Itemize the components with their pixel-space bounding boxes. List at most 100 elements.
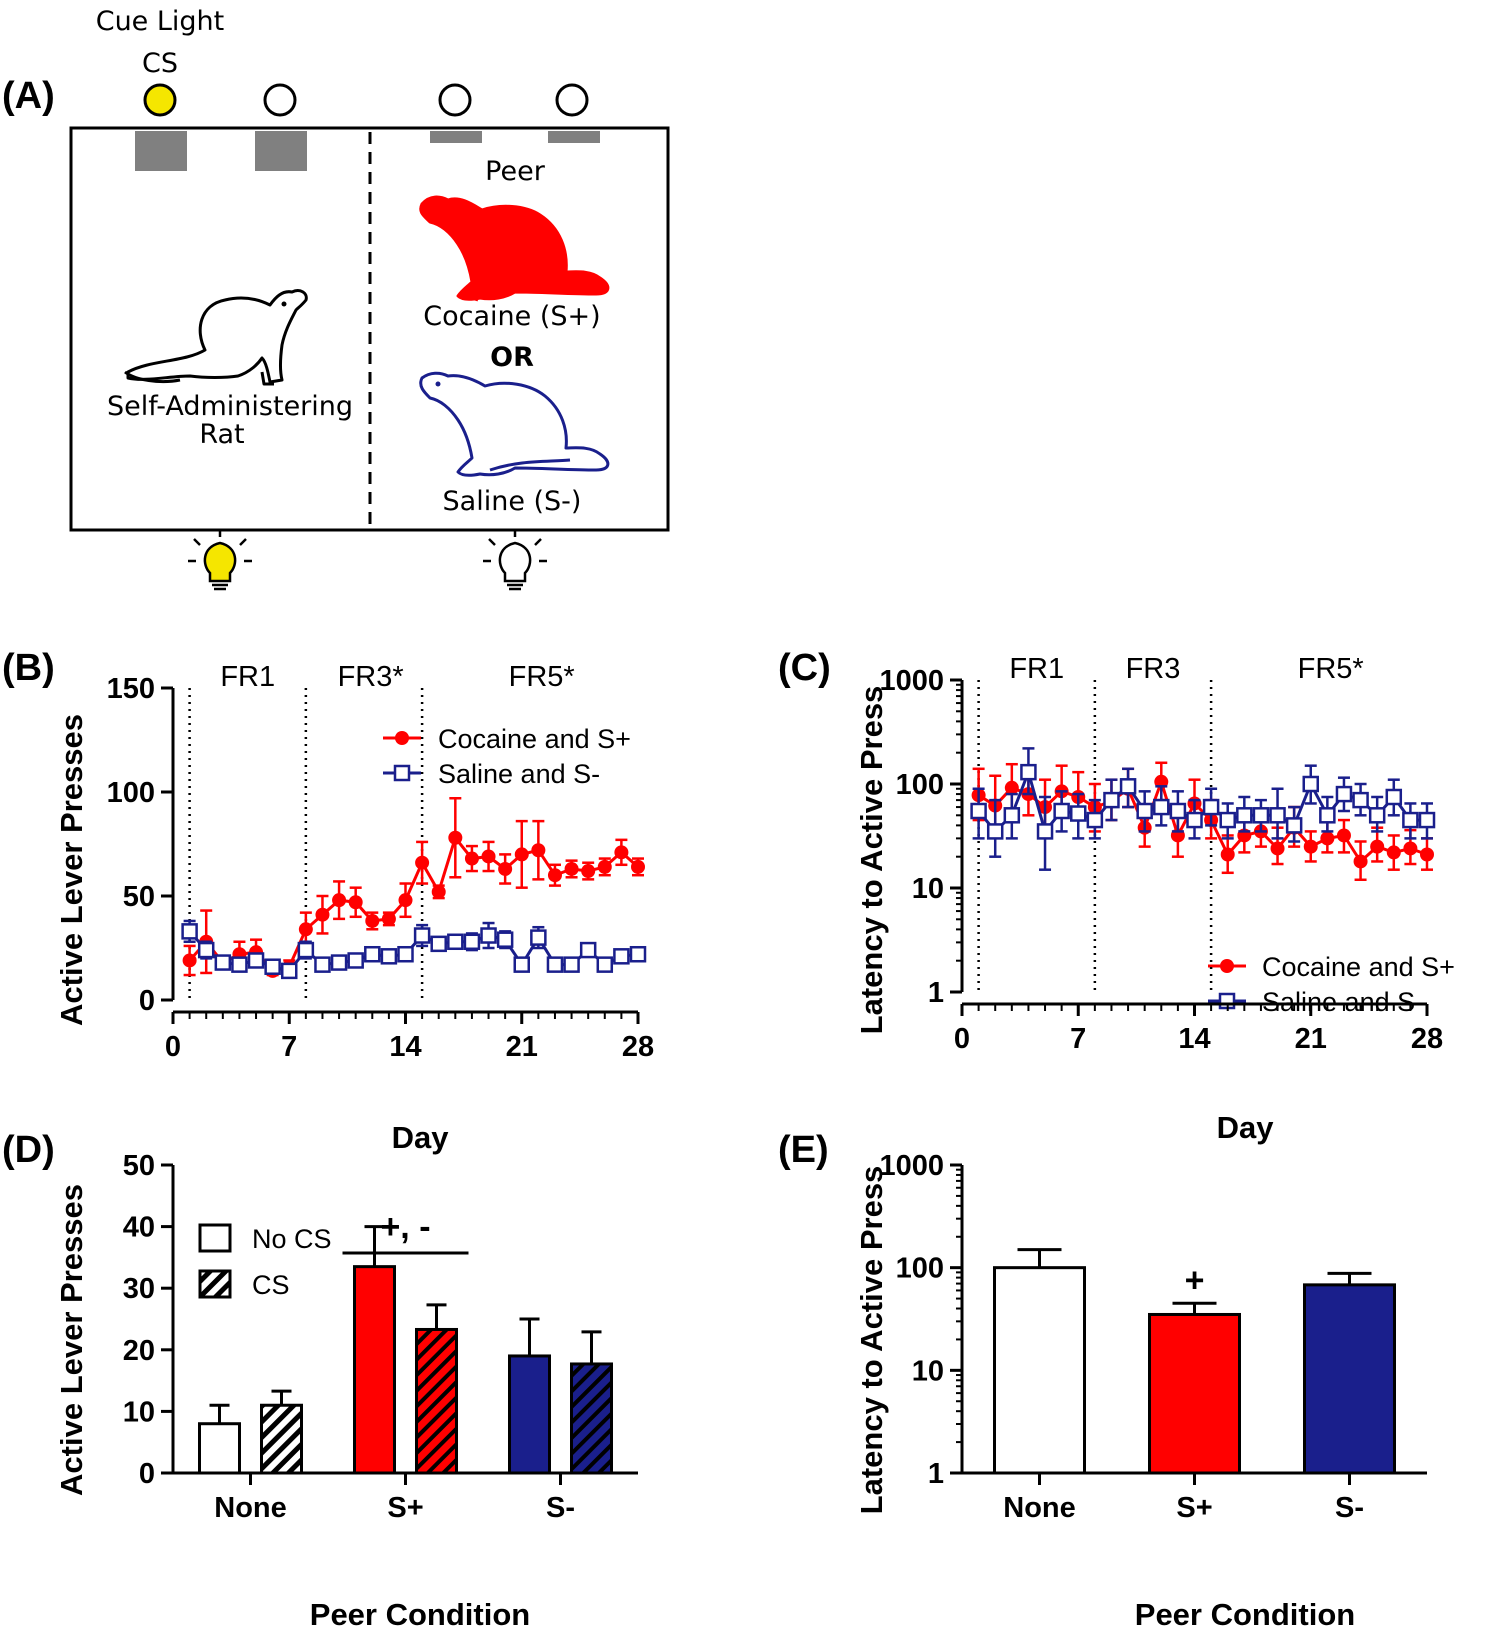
x-tick-label: 7 (281, 1031, 297, 1063)
data-point-cocaine (381, 911, 396, 926)
cue-light-on (143, 83, 177, 117)
y-tick-label: 100 (896, 769, 944, 801)
data-point-cocaine (415, 855, 430, 870)
panel-c-label: (C) (778, 647, 831, 689)
data-point-cocaine (1386, 845, 1401, 860)
data-point-cocaine (365, 913, 380, 928)
data-point-cocaine (348, 895, 363, 910)
data-point-saline (397, 945, 414, 963)
bar-no-cs-2 (508, 1354, 551, 1475)
data-point-cocaine (547, 868, 562, 883)
data-point-cocaine (1370, 839, 1385, 854)
x-tick-label: S- (1335, 1492, 1364, 1524)
data-point-saline (347, 952, 364, 969)
data-point-saline (1202, 798, 1220, 816)
data-point-saline (970, 802, 987, 820)
data-point-saline (1103, 791, 1120, 809)
y-tick-label: 150 (107, 673, 155, 705)
data-point-saline (986, 823, 1004, 840)
self-admin-label-1: Self-Administering (107, 391, 353, 422)
data-point-saline (1418, 811, 1436, 829)
data-point-saline (1252, 807, 1270, 824)
legend-marker-cocaine (1220, 959, 1234, 973)
y-tick-label: 10 (123, 1396, 155, 1428)
data-point-saline (197, 941, 215, 959)
cue-light-off (263, 83, 297, 117)
data-point-saline (231, 956, 248, 973)
data-point-saline (430, 935, 447, 953)
cocaine-peer-rat-icon (419, 195, 610, 302)
panel-d-chart: (D) Active Lever Presses Peer Condition … (2, 1129, 638, 1632)
data-point-saline (314, 956, 331, 973)
y-tick-label: 20 (123, 1335, 155, 1367)
data-point-cocaine (431, 884, 446, 899)
data-point-cocaine (514, 847, 529, 862)
panel-b-xlabel: Day (392, 1120, 450, 1155)
panel-d-label: (D) (2, 1129, 55, 1171)
data-point-saline (1402, 811, 1419, 829)
panel-a: (A) Cue Light CS Peer Self-Administering… (2, 6, 670, 591)
data-point-cocaine (631, 859, 645, 874)
data-point-saline (413, 927, 431, 944)
phase-label: FR1 (1009, 653, 1064, 685)
legend-label-saline: Saline and S- (438, 759, 600, 789)
data-point-saline (1020, 763, 1037, 781)
data-point-cocaine (332, 893, 347, 908)
data-point-saline (297, 941, 315, 959)
legend-label-saline: Saline and S- (1262, 987, 1424, 1017)
panel-b-ylabel: Active Lever Presses (54, 714, 89, 1026)
x-tick-label: S- (546, 1492, 575, 1524)
x-tick-label: None (214, 1492, 287, 1524)
x-tick-label: S+ (387, 1492, 423, 1524)
operant-chamber (69, 126, 670, 532)
bar-0 (993, 1266, 1086, 1475)
data-point-saline (1368, 807, 1386, 824)
panel-e-label: (E) (778, 1129, 829, 1171)
data-point-saline (1236, 807, 1253, 824)
bar-no-cs-1 (353, 1265, 396, 1475)
data-point-saline (330, 954, 348, 971)
x-tick-label: 0 (954, 1023, 970, 1055)
data-point-cocaine (581, 864, 596, 879)
data-point-saline (364, 945, 381, 963)
panel-e-ylabel: Latency to Active Press (854, 1166, 889, 1515)
data-point-cocaine (464, 851, 479, 866)
significance-marker: + (1185, 1261, 1205, 1299)
data-point-saline (1335, 785, 1353, 803)
bar-cs-1 (415, 1327, 458, 1475)
bar-cs-2 (570, 1362, 613, 1475)
data-point-saline (1169, 802, 1187, 820)
x-tick-label: 28 (1411, 1023, 1443, 1055)
y-tick-label: 50 (123, 1150, 155, 1182)
data-point-cocaine (298, 922, 313, 937)
lightbulb-on-icon (188, 529, 252, 591)
cs-label: CS (142, 48, 178, 79)
panel-d-xlabel: Peer Condition (310, 1597, 530, 1632)
panel-d-ylabel: Active Lever Presses (54, 1184, 89, 1496)
legend-label-cocaine: Cocaine and S+ (1262, 952, 1455, 982)
y-tick-label: 40 (123, 1212, 155, 1244)
bar-2 (1303, 1283, 1396, 1475)
data-point-cocaine (564, 861, 579, 876)
y-tick-label: 1000 (879, 1150, 944, 1182)
legend-marker-cocaine (395, 731, 409, 745)
data-point-cocaine (448, 830, 463, 845)
data-point-saline (513, 956, 530, 973)
data-point-saline (546, 956, 564, 973)
data-point-saline (463, 933, 481, 951)
significance-marker: +, - (380, 1208, 430, 1246)
self-administering-rat-icon (124, 289, 308, 386)
y-tick-label: 1 (928, 977, 944, 1009)
legend-swatch-no-cs (198, 1223, 232, 1253)
data-point-saline (447, 933, 464, 951)
legend-swatch-cs (198, 1269, 232, 1299)
data-point-saline (496, 931, 514, 948)
data-point-saline (1086, 811, 1104, 829)
series-line-cocaine (188, 834, 639, 973)
data-point-cocaine (1220, 847, 1235, 862)
panel-e-chart: (E) Latency to Active Press Peer Conditi… (778, 1129, 1427, 1632)
legend-label-cs: CS (252, 1270, 290, 1300)
x-tick-label: 14 (389, 1031, 421, 1063)
data-point-cocaine (614, 845, 629, 860)
